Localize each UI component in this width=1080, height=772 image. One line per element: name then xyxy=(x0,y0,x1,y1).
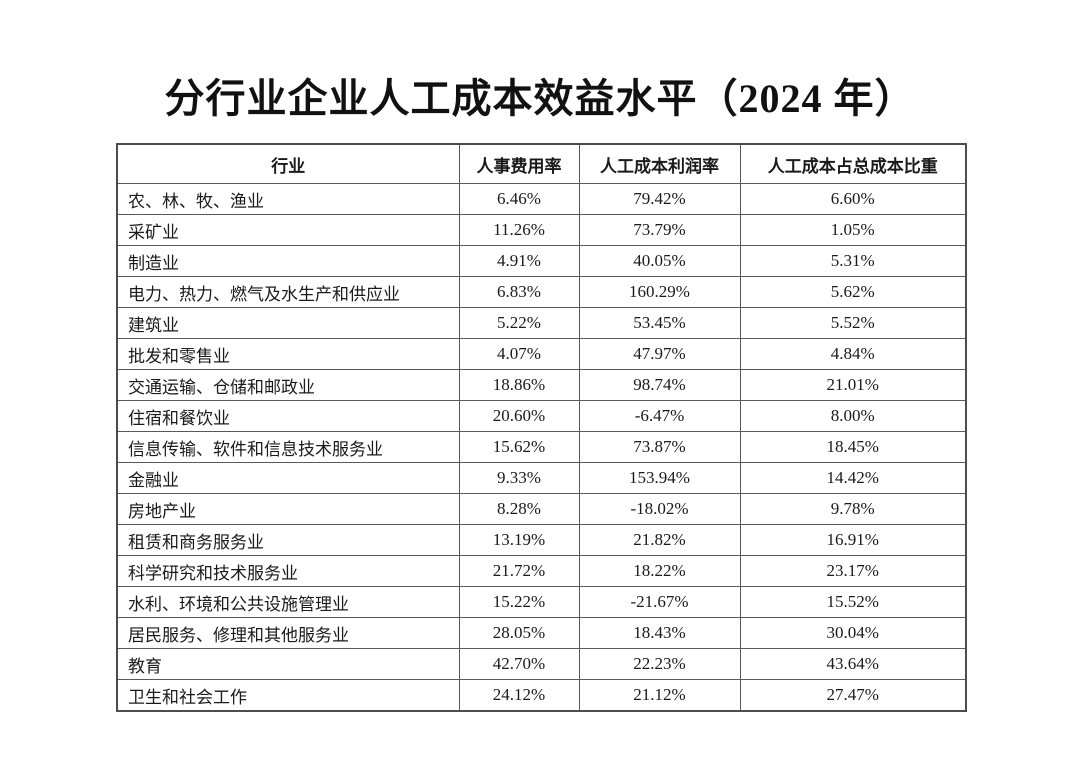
labor-cost-total-share-cell: 1.05% xyxy=(739,214,967,246)
labor-cost-total-share-cell: 43.64% xyxy=(739,648,967,680)
table-row: 电力、热力、燃气及水生产和供应业 6.83% 160.29% 5.62% xyxy=(116,276,967,308)
industry-cell: 农、林、牧、渔业 xyxy=(116,183,460,215)
industry-cell: 教育 xyxy=(116,648,460,680)
industry-cell: 建筑业 xyxy=(116,307,460,339)
personnel-expense-rate-cell: 18.86% xyxy=(458,369,580,401)
table-row: 房地产业 8.28% -18.02% 9.78% xyxy=(116,493,967,525)
industry-cell: 金融业 xyxy=(116,462,460,494)
table-row: 租赁和商务服务业 13.19% 21.82% 16.91% xyxy=(116,524,967,556)
labor-cost-profit-rate-cell: 79.42% xyxy=(578,183,741,215)
labor-cost-profit-rate-cell: 53.45% xyxy=(578,307,741,339)
labor-cost-total-share-cell: 30.04% xyxy=(739,617,967,649)
labor-cost-total-share-cell: 16.91% xyxy=(739,524,967,556)
industry-cell: 批发和零售业 xyxy=(116,338,460,370)
personnel-expense-rate-cell: 11.26% xyxy=(458,214,580,246)
table-row: 卫生和社会工作 24.12% 21.12% 27.47% xyxy=(116,679,967,712)
table-row: 制造业 4.91% 40.05% 5.31% xyxy=(116,245,967,277)
col-header-industry: 行业 xyxy=(116,143,460,184)
personnel-expense-rate-cell: 9.33% xyxy=(458,462,580,494)
industry-cell: 水利、环境和公共设施管理业 xyxy=(116,586,460,618)
labor-cost-profit-rate-cell: 73.79% xyxy=(578,214,741,246)
industry-cell: 采矿业 xyxy=(116,214,460,246)
labor-cost-profit-rate-cell: -21.67% xyxy=(578,586,741,618)
industry-cell: 卫生和社会工作 xyxy=(116,679,460,712)
personnel-expense-rate-cell: 21.72% xyxy=(458,555,580,587)
labor-cost-profit-rate-cell: 47.97% xyxy=(578,338,741,370)
industry-cell: 租赁和商务服务业 xyxy=(116,524,460,556)
labor-cost-total-share-cell: 18.45% xyxy=(739,431,967,463)
industry-labor-cost-table: 行业 人事费用率 人工成本利润率 人工成本占总成本比重 农、林、牧、渔业 6.46… xyxy=(116,143,967,712)
table-row: 建筑业 5.22% 53.45% 5.52% xyxy=(116,307,967,339)
table-row: 科学研究和技术服务业 21.72% 18.22% 23.17% xyxy=(116,555,967,587)
labor-cost-total-share-cell: 14.42% xyxy=(739,462,967,494)
labor-cost-total-share-cell: 15.52% xyxy=(739,586,967,618)
industry-cell: 制造业 xyxy=(116,245,460,277)
table-row: 采矿业 11.26% 73.79% 1.05% xyxy=(116,214,967,246)
labor-cost-total-share-cell: 21.01% xyxy=(739,369,967,401)
labor-cost-profit-rate-cell: -6.47% xyxy=(578,400,741,432)
labor-cost-profit-rate-cell: 21.82% xyxy=(578,524,741,556)
table-row: 批发和零售业 4.07% 47.97% 4.84% xyxy=(116,338,967,370)
labor-cost-total-share-cell: 9.78% xyxy=(739,493,967,525)
labor-cost-profit-rate-cell: -18.02% xyxy=(578,493,741,525)
table-row: 居民服务、修理和其他服务业 28.05% 18.43% 30.04% xyxy=(116,617,967,649)
labor-cost-total-share-cell: 8.00% xyxy=(739,400,967,432)
personnel-expense-rate-cell: 8.28% xyxy=(458,493,580,525)
labor-cost-total-share-cell: 23.17% xyxy=(739,555,967,587)
table-row: 交通运输、仓储和邮政业 18.86% 98.74% 21.01% xyxy=(116,369,967,401)
labor-cost-profit-rate-cell: 98.74% xyxy=(578,369,741,401)
labor-cost-profit-rate-cell: 160.29% xyxy=(578,276,741,308)
industry-cell: 房地产业 xyxy=(116,493,460,525)
table-row: 信息传输、软件和信息技术服务业 15.62% 73.87% 18.45% xyxy=(116,431,967,463)
labor-cost-profit-rate-cell: 40.05% xyxy=(578,245,741,277)
col-header-labor-cost-total-share: 人工成本占总成本比重 xyxy=(739,143,967,184)
personnel-expense-rate-cell: 13.19% xyxy=(458,524,580,556)
personnel-expense-rate-cell: 6.83% xyxy=(458,276,580,308)
personnel-expense-rate-cell: 15.62% xyxy=(458,431,580,463)
table-row: 农、林、牧、渔业 6.46% 79.42% 6.60% xyxy=(116,183,967,215)
labor-cost-total-share-cell: 6.60% xyxy=(739,183,967,215)
personnel-expense-rate-cell: 6.46% xyxy=(458,183,580,215)
industry-cell: 电力、热力、燃气及水生产和供应业 xyxy=(116,276,460,308)
personnel-expense-rate-cell: 24.12% xyxy=(458,679,580,712)
personnel-expense-rate-cell: 28.05% xyxy=(458,617,580,649)
labor-cost-total-share-cell: 4.84% xyxy=(739,338,967,370)
table-row: 教育 42.70% 22.23% 43.64% xyxy=(116,648,967,680)
personnel-expense-rate-cell: 20.60% xyxy=(458,400,580,432)
industry-cell: 交通运输、仓储和邮政业 xyxy=(116,369,460,401)
personnel-expense-rate-cell: 4.91% xyxy=(458,245,580,277)
table-body: 农、林、牧、渔业 6.46% 79.42% 6.60% 采矿业 11.26% 73.79% 1… xyxy=(116,183,967,712)
personnel-expense-rate-cell: 5.22% xyxy=(458,307,580,339)
labor-cost-profit-rate-cell: 18.22% xyxy=(578,555,741,587)
labor-cost-total-share-cell: 5.52% xyxy=(739,307,967,339)
table-row: 水利、环境和公共设施管理业 15.22% -21.67% 15.52% xyxy=(116,586,967,618)
labor-cost-total-share-cell: 5.62% xyxy=(739,276,967,308)
industry-cell: 信息传输、软件和信息技术服务业 xyxy=(116,431,460,463)
labor-cost-profit-rate-cell: 153.94% xyxy=(578,462,741,494)
table-row: 金融业 9.33% 153.94% 14.42% xyxy=(116,462,967,494)
personnel-expense-rate-cell: 15.22% xyxy=(458,586,580,618)
labor-cost-total-share-cell: 5.31% xyxy=(739,245,967,277)
labor-cost-profit-rate-cell: 73.87% xyxy=(578,431,741,463)
page-title: 分行业企业人工成本效益水平（2024 年） xyxy=(164,76,916,121)
labor-cost-profit-rate-cell: 18.43% xyxy=(578,617,741,649)
industry-cell: 居民服务、修理和其他服务业 xyxy=(116,617,460,649)
personnel-expense-rate-cell: 4.07% xyxy=(458,338,580,370)
col-header-labor-cost-profit-rate: 人工成本利润率 xyxy=(578,143,741,184)
industry-cell: 住宿和餐饮业 xyxy=(116,400,460,432)
labor-cost-profit-rate-cell: 21.12% xyxy=(578,679,741,712)
labor-cost-total-share-cell: 27.47% xyxy=(739,679,967,712)
industry-cell: 科学研究和技术服务业 xyxy=(116,555,460,587)
header-row: 行业 人事费用率 人工成本利润率 人工成本占总成本比重 xyxy=(116,143,967,184)
labor-cost-profit-rate-cell: 22.23% xyxy=(578,648,741,680)
table-row: 住宿和餐饮业 20.60% -6.47% 8.00% xyxy=(116,400,967,432)
personnel-expense-rate-cell: 42.70% xyxy=(458,648,580,680)
col-header-personnel-expense-rate: 人事费用率 xyxy=(458,143,580,184)
